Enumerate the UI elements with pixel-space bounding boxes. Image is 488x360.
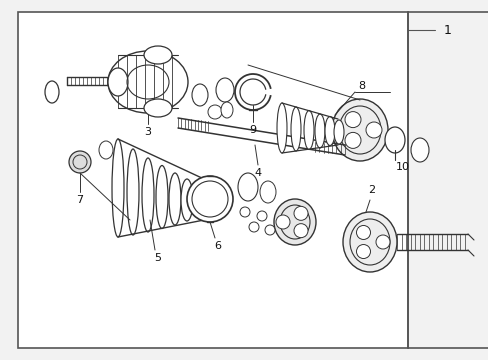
Ellipse shape [99,141,113,159]
Ellipse shape [192,84,207,106]
Ellipse shape [156,166,168,229]
Bar [18,12,407,348]
Ellipse shape [273,199,315,245]
Ellipse shape [314,114,325,148]
Text: 8: 8 [358,81,365,91]
Ellipse shape [169,173,181,225]
Ellipse shape [325,117,334,145]
Ellipse shape [238,173,258,201]
Ellipse shape [181,179,193,221]
Text: 7: 7 [76,195,83,205]
Ellipse shape [257,211,266,221]
Ellipse shape [410,138,428,162]
Text: 9: 9 [249,125,256,135]
Ellipse shape [260,181,275,203]
Circle shape [293,206,307,220]
Text: 10: 10 [395,162,409,172]
Ellipse shape [207,105,222,119]
Ellipse shape [143,46,172,64]
Circle shape [375,235,389,249]
Ellipse shape [331,99,387,161]
Circle shape [293,224,307,238]
Text: 2: 2 [367,185,375,195]
Circle shape [356,225,370,239]
Ellipse shape [186,176,232,222]
Text: 6: 6 [214,241,221,251]
Circle shape [356,244,370,258]
Text: 3: 3 [144,127,151,137]
Ellipse shape [333,120,343,144]
Circle shape [275,215,289,229]
Ellipse shape [216,78,234,102]
Text: 4: 4 [254,168,261,178]
Ellipse shape [264,225,274,235]
Text: 5: 5 [154,253,161,263]
Ellipse shape [127,149,139,235]
Ellipse shape [221,102,232,118]
Ellipse shape [108,51,187,113]
Ellipse shape [276,103,286,153]
Ellipse shape [45,81,59,103]
Ellipse shape [108,68,128,96]
Ellipse shape [143,99,172,117]
Circle shape [345,112,360,127]
Circle shape [69,151,91,173]
Ellipse shape [304,111,313,149]
Circle shape [365,122,381,138]
Ellipse shape [142,158,154,232]
Ellipse shape [112,139,124,237]
Ellipse shape [342,212,396,272]
Ellipse shape [248,222,259,232]
Text: 1: 1 [443,23,451,36]
Circle shape [345,132,360,148]
Ellipse shape [384,127,404,153]
Ellipse shape [240,207,249,217]
Ellipse shape [290,107,301,151]
